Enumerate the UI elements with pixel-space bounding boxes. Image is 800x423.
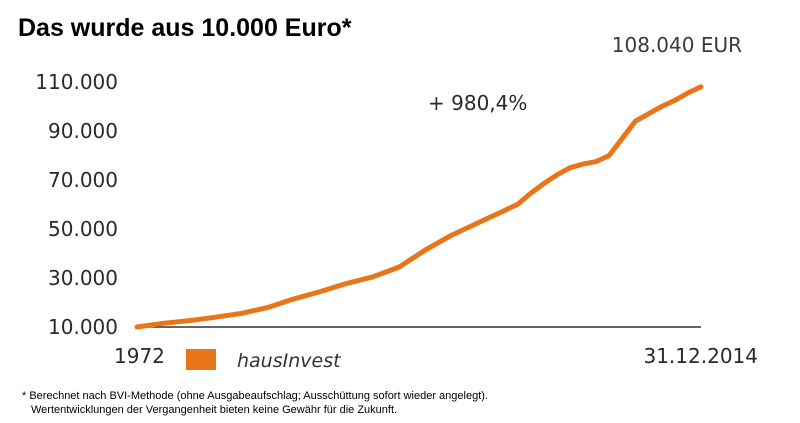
legend-label: hausInvest	[237, 350, 342, 372]
series-group	[134, 84, 704, 330]
chart-title: Das wurde aus 10.000 Euro*	[18, 14, 352, 42]
x-axis-labels: 1972 31.12.2014	[114, 344, 758, 368]
end-value-label: 108.040 EUR	[611, 33, 742, 57]
legend: hausInvest	[186, 349, 342, 372]
y-axis-labels: 110.000 90.000 70.000 50.000 30.000 10.000	[35, 70, 118, 339]
x-tick-label: 1972	[114, 344, 165, 368]
footnote-line-2: Wertentwicklungen der Vergangenheit biet…	[31, 404, 398, 416]
y-tick-label: 30.000	[48, 266, 118, 290]
y-tick-label: 50.000	[48, 217, 118, 241]
y-tick-label: 10.000	[48, 315, 118, 339]
y-tick-label: 110.000	[35, 70, 118, 94]
footnote-line-1: * Berechnet nach BVI-Methode (ohne Ausga…	[22, 390, 488, 402]
y-tick-label: 90.000	[48, 119, 118, 143]
growth-annotation: + 980,4%	[428, 91, 527, 115]
series-line	[134, 84, 704, 330]
legend-swatch	[186, 349, 216, 370]
footnote: * Berechnet nach BVI-Methode (ohne Ausga…	[22, 389, 488, 417]
y-tick-label: 70.000	[48, 168, 118, 192]
x-tick-label: 31.12.2014	[643, 344, 758, 368]
